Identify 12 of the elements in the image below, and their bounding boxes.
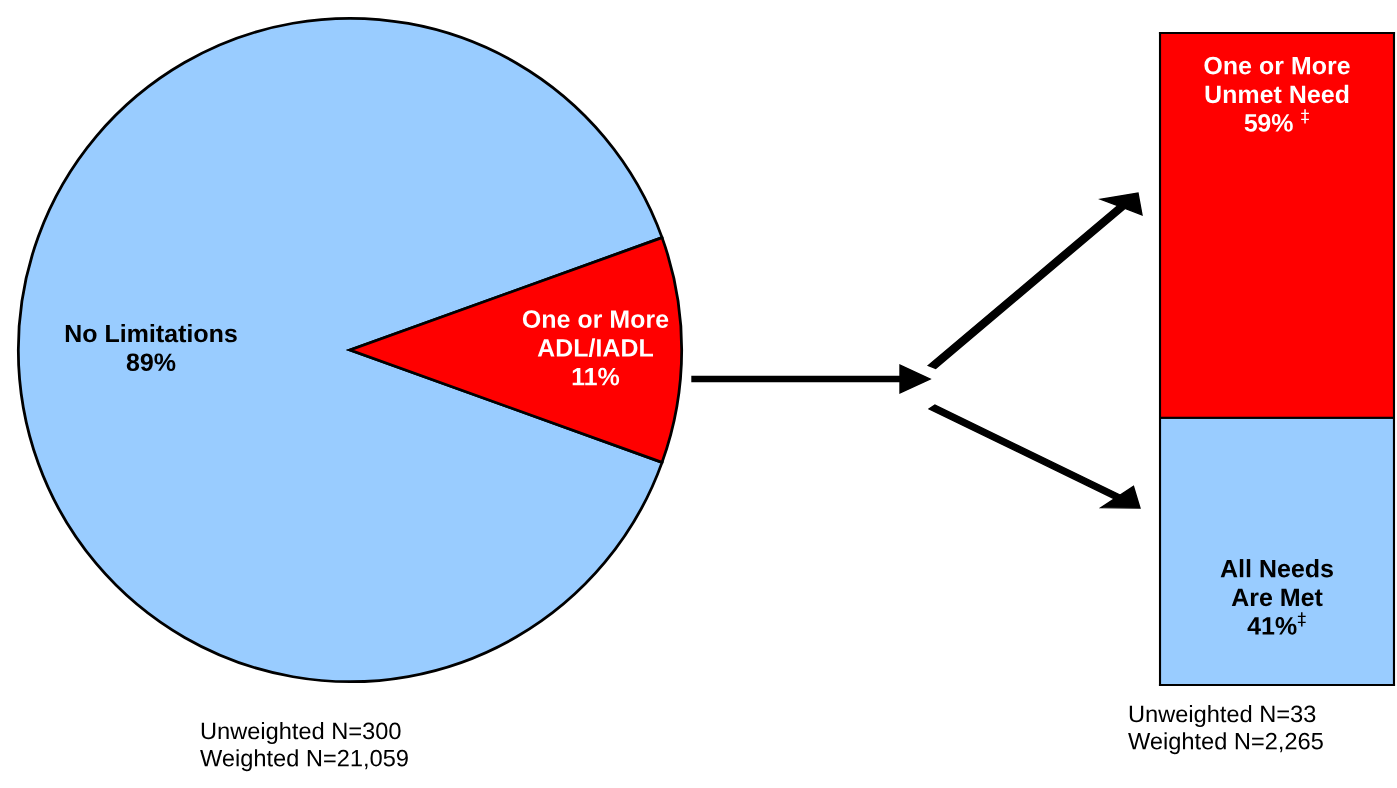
data-label: 59% $^{‡}$: [1244, 109, 1309, 132]
text: Weighted N=2,265: [1128, 732, 1323, 755]
text: Unweighted N=300: [201, 722, 401, 745]
data-label: 89%: [126, 353, 176, 372]
series-label: All Needs Are Met: [1220, 559, 1333, 607]
text: Weighted N=21,059: [200, 749, 408, 772]
slice-label: One or More ADL/IADL: [522, 310, 669, 357]
slice-label: No Limitations: [65, 323, 237, 343]
data-label: 11%: [572, 367, 620, 386]
data-label: 41%$^{‡}$: [1247, 612, 1306, 635]
series-label: One or More Unmet Need: [1204, 56, 1350, 104]
text: Unweighted N=33: [1129, 705, 1316, 728]
